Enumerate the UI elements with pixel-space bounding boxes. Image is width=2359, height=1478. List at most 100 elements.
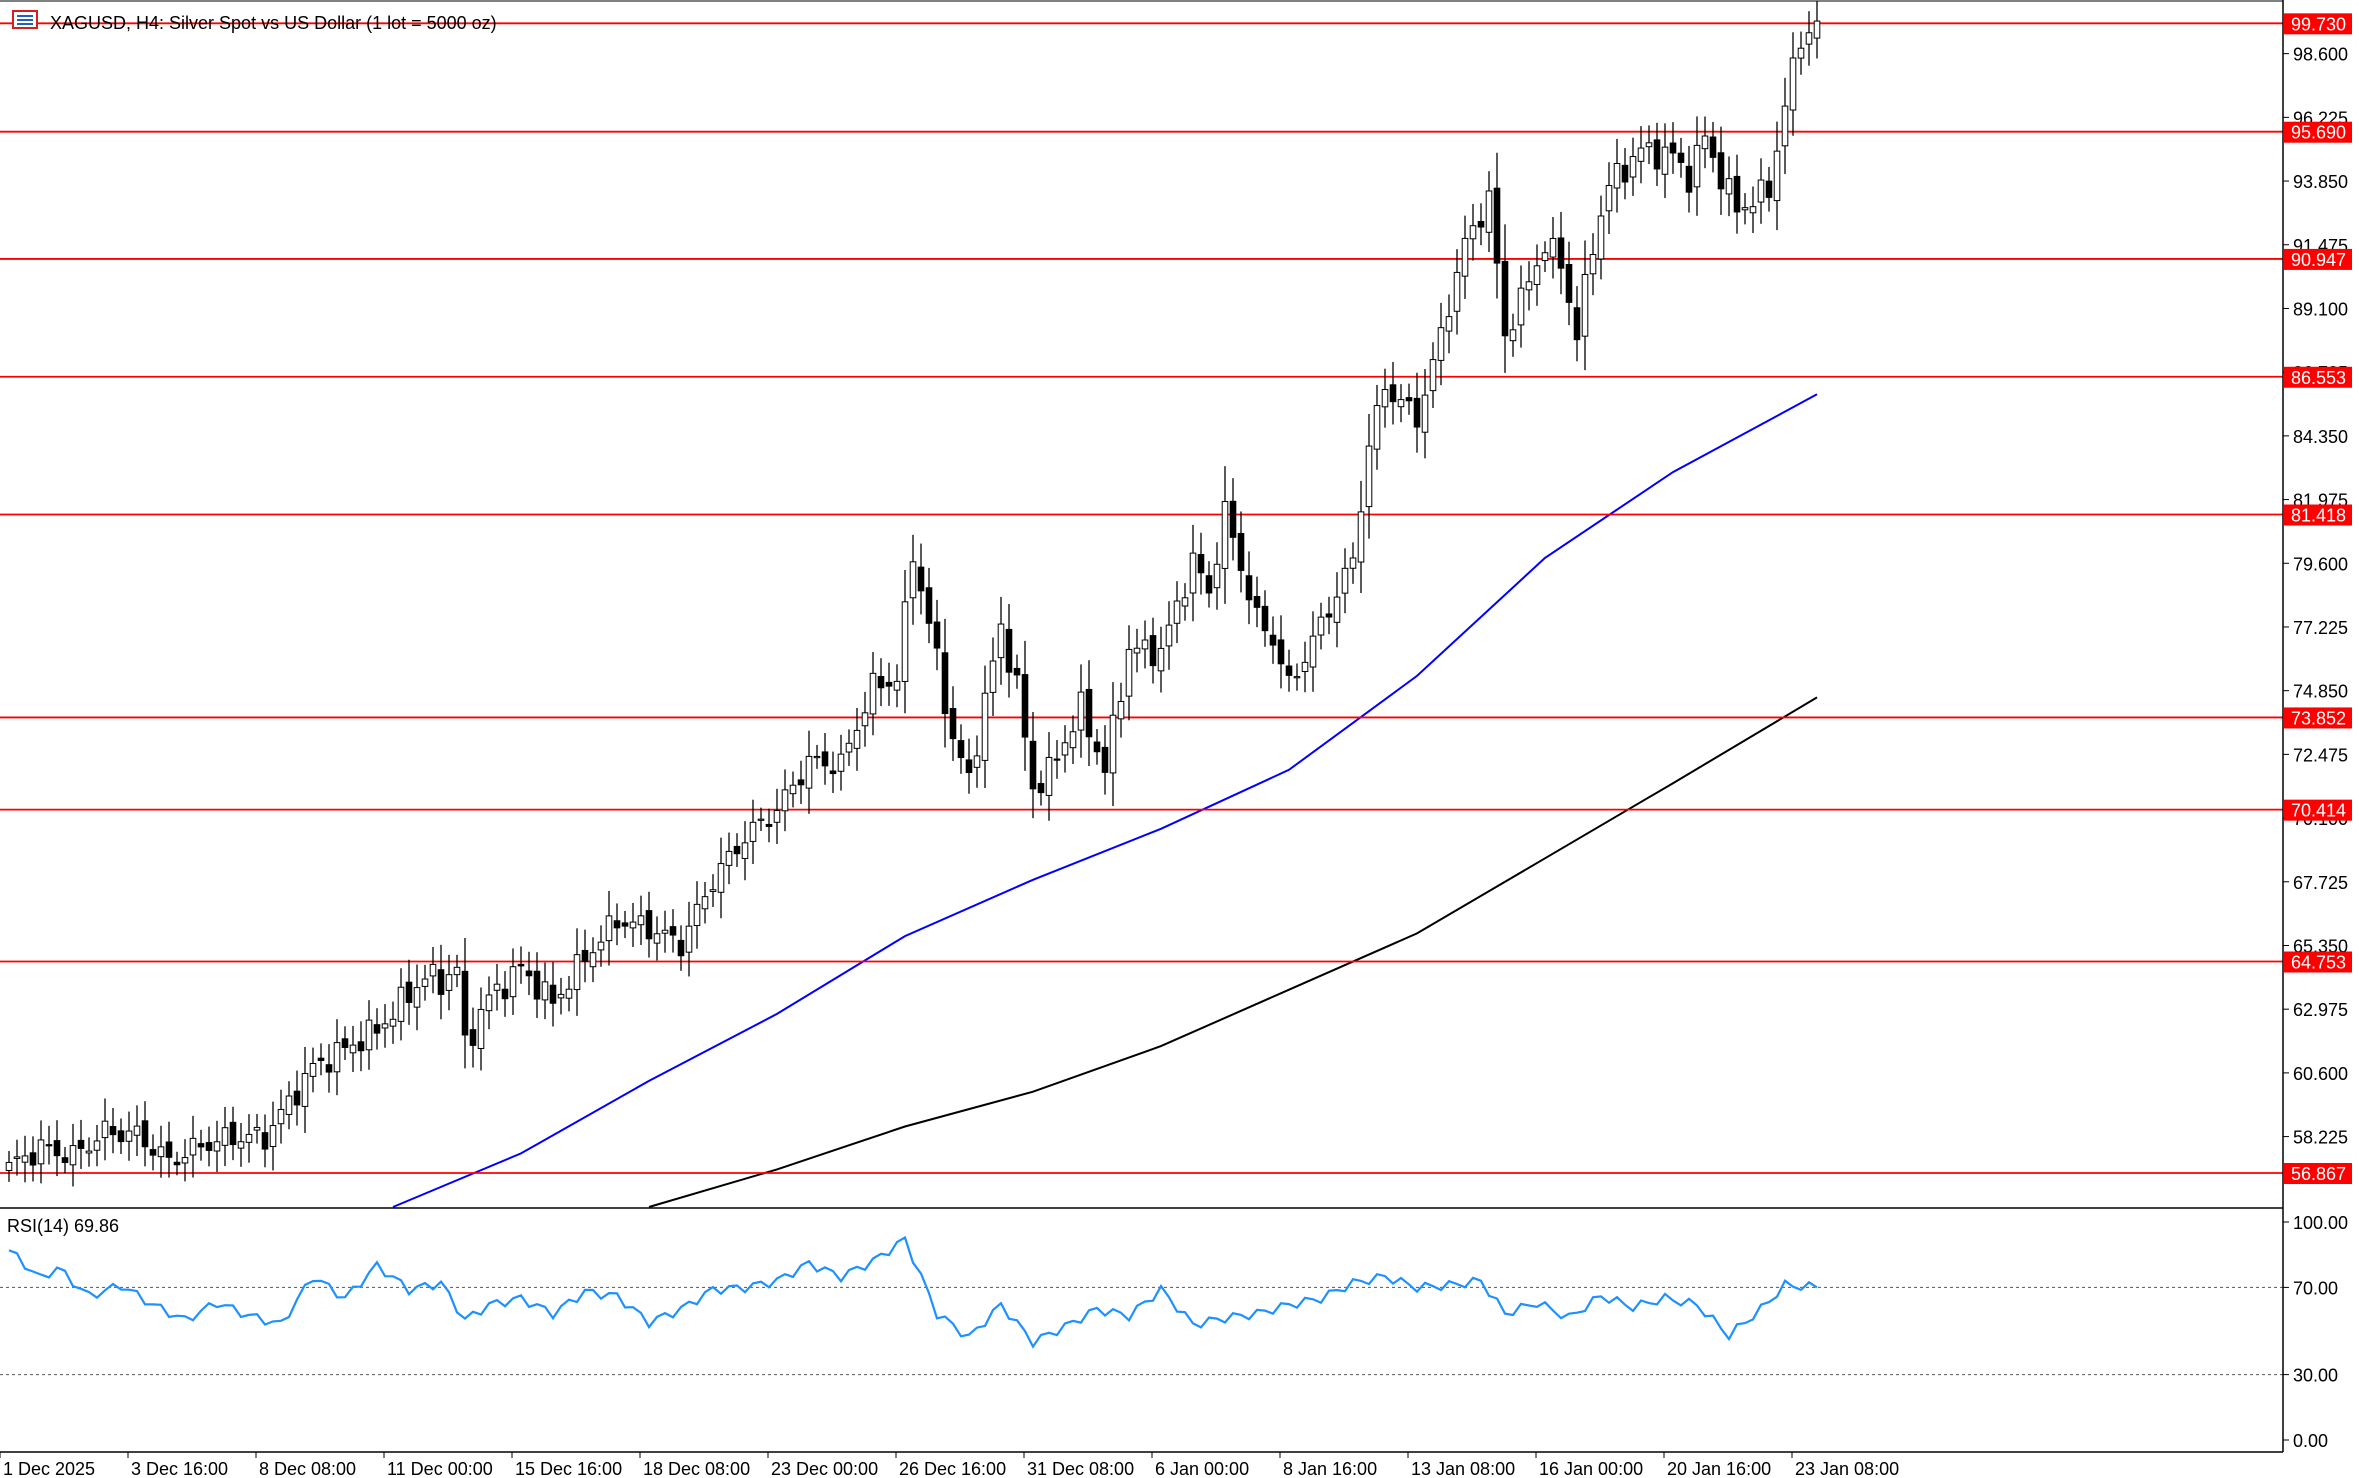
candle bbox=[573, 928, 581, 1016]
candle bbox=[285, 1081, 293, 1130]
candle bbox=[69, 1123, 77, 1187]
candle bbox=[1229, 478, 1237, 561]
rsi-axis[interactable]: 100.00 70.00 30.00 0.00 bbox=[2283, 1213, 2348, 1451]
price-tick-label: 72.475 bbox=[2293, 745, 2348, 765]
candle bbox=[37, 1120, 45, 1184]
rsi-line bbox=[8, 1235, 1818, 1349]
candle bbox=[1693, 116, 1701, 216]
candle bbox=[701, 882, 709, 924]
candle bbox=[341, 1026, 349, 1060]
candle bbox=[189, 1115, 197, 1178]
candle bbox=[917, 543, 925, 615]
candle bbox=[989, 637, 997, 716]
price-tick-label: 67.725 bbox=[2293, 873, 2348, 893]
candle bbox=[973, 735, 981, 788]
candle bbox=[909, 534, 917, 625]
candle bbox=[893, 664, 901, 708]
candle bbox=[365, 1000, 373, 1070]
candle bbox=[1717, 126, 1725, 215]
time-axis[interactable]: 1 Dec 2025 3 Dec 16:00 8 Dec 08:00 11 Dec 0… bbox=[0, 1452, 1899, 1478]
candle bbox=[1181, 583, 1189, 621]
level-tag: 81.418 bbox=[2284, 504, 2352, 526]
candle bbox=[765, 808, 773, 843]
candle bbox=[1573, 286, 1581, 362]
rsi-tick-label: 0.00 bbox=[2293, 1431, 2328, 1451]
candle bbox=[1685, 145, 1693, 213]
candle bbox=[1237, 511, 1245, 593]
candle bbox=[853, 707, 861, 771]
level-tag: 64.753 bbox=[2284, 951, 2352, 973]
candle bbox=[421, 964, 429, 1001]
candle bbox=[773, 788, 781, 845]
candle bbox=[749, 799, 757, 865]
candle bbox=[45, 1125, 53, 1165]
candle bbox=[965, 738, 973, 794]
candle bbox=[357, 1021, 365, 1072]
rsi-pane[interactable] bbox=[0, 1235, 2283, 1376]
candle bbox=[1637, 126, 1645, 184]
level-tag: 95.690 bbox=[2284, 121, 2352, 143]
candle bbox=[1293, 663, 1301, 691]
candle bbox=[1805, 11, 1813, 66]
candle bbox=[469, 1007, 477, 1068]
candle bbox=[1045, 732, 1053, 821]
candle bbox=[525, 951, 533, 996]
chart-window-icon[interactable] bbox=[12, 10, 38, 29]
candle bbox=[165, 1121, 173, 1178]
rsi-label: RSI(14) 69.86 bbox=[7, 1216, 119, 1236]
candle bbox=[789, 771, 797, 808]
candle bbox=[1781, 77, 1789, 175]
candle bbox=[1629, 137, 1637, 196]
time-tick-label: 13 Jan 08:00 bbox=[1411, 1459, 1515, 1478]
candle bbox=[1429, 342, 1437, 408]
candle bbox=[1053, 740, 1061, 779]
level-tag: 56.867 bbox=[2284, 1163, 2352, 1185]
candle bbox=[293, 1070, 301, 1126]
time-tick-label: 31 Dec 08:00 bbox=[1027, 1459, 1134, 1478]
candle bbox=[1245, 551, 1253, 625]
level-tag-label: 95.690 bbox=[2291, 123, 2346, 143]
candle bbox=[1221, 466, 1229, 604]
chart-header: XAGUSD, H4: Silver Spot vs US Dollar (1 … bbox=[12, 10, 497, 33]
candle bbox=[1029, 711, 1037, 819]
candle bbox=[445, 954, 453, 1011]
candle bbox=[949, 686, 957, 761]
candle bbox=[925, 567, 933, 644]
candle bbox=[237, 1123, 245, 1167]
candle bbox=[1157, 626, 1165, 693]
candle bbox=[1261, 590, 1269, 647]
price-pane[interactable] bbox=[0, 0, 2283, 1208]
candle bbox=[437, 944, 445, 1020]
candles bbox=[5, 0, 1821, 1187]
rsi-series bbox=[0, 1235, 2283, 1376]
candle bbox=[1173, 581, 1181, 644]
candle bbox=[389, 1001, 397, 1044]
candle bbox=[1517, 265, 1525, 348]
candle bbox=[1613, 138, 1621, 213]
candle bbox=[245, 1114, 253, 1163]
candle bbox=[621, 910, 629, 939]
candle bbox=[1365, 414, 1373, 539]
candle bbox=[1597, 195, 1605, 280]
candle bbox=[205, 1126, 213, 1167]
candle bbox=[821, 733, 829, 785]
moving-average-slow bbox=[648, 696, 1818, 1208]
candle bbox=[1005, 604, 1013, 698]
candle bbox=[301, 1046, 309, 1133]
price-tick-label: 79.600 bbox=[2293, 554, 2348, 574]
candle bbox=[1109, 682, 1117, 807]
candle bbox=[677, 925, 685, 971]
candle bbox=[229, 1106, 237, 1161]
candle bbox=[133, 1105, 141, 1156]
candle bbox=[1205, 561, 1213, 608]
candle bbox=[1741, 193, 1749, 225]
horizontal-levels bbox=[0, 22, 2283, 1174]
candle bbox=[1581, 240, 1589, 371]
candle bbox=[1317, 602, 1325, 650]
rsi-tick-label: 100.00 bbox=[2293, 1213, 2348, 1233]
candle bbox=[957, 724, 965, 774]
candle bbox=[805, 730, 813, 814]
candle bbox=[1605, 162, 1613, 235]
time-tick-label: 20 Jan 16:00 bbox=[1667, 1459, 1771, 1478]
